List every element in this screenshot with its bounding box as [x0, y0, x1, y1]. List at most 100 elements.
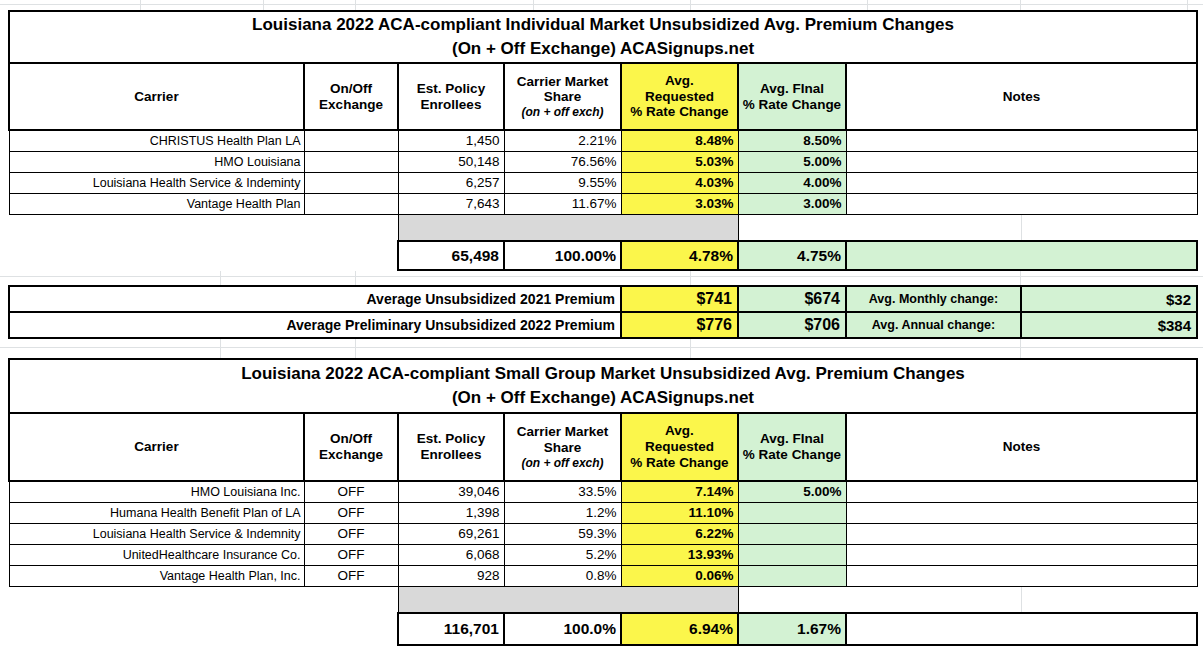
cell-requested[interactable]: 3.03%: [621, 193, 738, 214]
col-header-requested[interactable]: Avg.Requested% Rate Change: [621, 413, 738, 481]
cell-blank[interactable]: [9, 586, 304, 613]
cell-notes[interactable]: [846, 523, 1197, 544]
cell-exchange[interactable]: [304, 193, 398, 214]
change-value[interactable]: $32: [1021, 286, 1197, 312]
cell-carrier[interactable]: Louisiana Health Service & Indeminty: [9, 172, 304, 193]
cell-notes[interactable]: [846, 172, 1197, 193]
total-notes[interactable]: [846, 241, 1197, 270]
cell-enrollees[interactable]: 6,068: [398, 544, 504, 565]
cell-share[interactable]: 5.2%: [504, 544, 621, 565]
cell-final[interactable]: 5.00%: [738, 481, 846, 502]
col-header-enrollees[interactable]: Est. PolicyEnrollees: [398, 413, 504, 481]
cell-blank[interactable]: [9, 214, 304, 241]
total-share[interactable]: 100.00%: [504, 241, 621, 270]
cell-enrollees[interactable]: 7,643: [398, 193, 504, 214]
cell-enrollees[interactable]: 1,450: [398, 130, 504, 151]
cell-enrollees[interactable]: 1,398: [398, 502, 504, 523]
col-header-requested[interactable]: Avg.Requested% Rate Change: [621, 63, 738, 130]
cell-final[interactable]: [738, 565, 846, 586]
cell-blank[interactable]: [846, 586, 1197, 613]
change-label[interactable]: Avg. Annual change:: [846, 312, 1021, 338]
cell-notes[interactable]: [846, 481, 1197, 502]
cell-blank[interactable]: [738, 214, 846, 241]
cell-share[interactable]: 2.21%: [504, 130, 621, 151]
cell-share[interactable]: 0.8%: [504, 565, 621, 586]
cell-blank[interactable]: [9, 613, 304, 645]
total-requested[interactable]: 6.94%: [621, 613, 738, 645]
cell-blank[interactable]: [738, 586, 846, 613]
cell-carrier[interactable]: Louisiana Health Service & Indemnity: [9, 523, 304, 544]
cell-exchange[interactable]: [304, 172, 398, 193]
summary-requested[interactable]: $776: [621, 312, 738, 338]
total-final[interactable]: 4.75%: [738, 241, 846, 270]
cell-exchange[interactable]: OFF: [304, 565, 398, 586]
cell-blank[interactable]: [304, 241, 398, 270]
summary-final[interactable]: $674: [738, 286, 846, 312]
cell-blank[interactable]: [846, 214, 1197, 241]
col-header-share[interactable]: Carrier MarketShare(on + off exch): [504, 413, 621, 481]
cell-notes[interactable]: [846, 130, 1197, 151]
cell-requested[interactable]: 7.14%: [621, 481, 738, 502]
cell-requested[interactable]: 13.93%: [621, 544, 738, 565]
cell-requested[interactable]: 6.22%: [621, 523, 738, 544]
total-share[interactable]: 100.0%: [504, 613, 621, 645]
cell-final[interactable]: 5.00%: [738, 151, 846, 172]
cell-final[interactable]: 8.50%: [738, 130, 846, 151]
cell-requested[interactable]: 5.03%: [621, 151, 738, 172]
cell-carrier[interactable]: Humana Health Benefit Plan of LA: [9, 502, 304, 523]
cell-share[interactable]: 33.5%: [504, 481, 621, 502]
cell-carrier[interactable]: HMO Louisiana: [9, 151, 304, 172]
col-header-notes[interactable]: Notes: [846, 63, 1197, 130]
cell-share[interactable]: 76.56%: [504, 151, 621, 172]
cell-carrier[interactable]: Vantage Health Plan: [9, 193, 304, 214]
cell-final[interactable]: [738, 523, 846, 544]
summary-requested[interactable]: $741: [621, 286, 738, 312]
col-header-exchange[interactable]: On/OffExchange: [304, 63, 398, 130]
col-header-final[interactable]: Avg. FInal% Rate Change: [738, 413, 846, 481]
summary-final[interactable]: $706: [738, 312, 846, 338]
cell-carrier[interactable]: UnitedHealthcare Insurance Co.: [9, 544, 304, 565]
cell-enrollees[interactable]: 50,148: [398, 151, 504, 172]
cell-exchange[interactable]: OFF: [304, 523, 398, 544]
cell-share[interactable]: 11.67%: [504, 193, 621, 214]
total-final[interactable]: 1.67%: [738, 613, 846, 645]
summary-label[interactable]: Average Preliminary Unsubsidized 2022 Pr…: [9, 312, 621, 338]
cell-notes[interactable]: [846, 565, 1197, 586]
cell-carrier[interactable]: HMO Louisiana Inc.: [9, 481, 304, 502]
cell-final[interactable]: 3.00%: [738, 193, 846, 214]
cell-enrollees[interactable]: 69,261: [398, 523, 504, 544]
cell-requested[interactable]: 4.03%: [621, 172, 738, 193]
summary-label[interactable]: Average Unsubsidized 2021 Premium: [9, 286, 621, 312]
change-value[interactable]: $384: [1021, 312, 1197, 338]
cell-exchange[interactable]: OFF: [304, 502, 398, 523]
cell-final[interactable]: 4.00%: [738, 172, 846, 193]
cell-exchange[interactable]: OFF: [304, 544, 398, 565]
cell-share[interactable]: 59.3%: [504, 523, 621, 544]
spacer-gray-block[interactable]: [398, 586, 738, 613]
cell-blank[interactable]: [304, 214, 398, 241]
table2-title[interactable]: Louisiana 2022 ACA-compliant Small Group…: [9, 359, 1197, 413]
cell-exchange[interactable]: [304, 151, 398, 172]
cell-notes[interactable]: [846, 502, 1197, 523]
col-header-notes[interactable]: Notes: [846, 413, 1197, 481]
total-requested[interactable]: 4.78%: [621, 241, 738, 270]
cell-exchange[interactable]: OFF: [304, 481, 398, 502]
cell-carrier[interactable]: Vantage Health Plan, Inc.: [9, 565, 304, 586]
cell-share[interactable]: 1.2%: [504, 502, 621, 523]
table1-title[interactable]: Louisiana 2022 ACA-compliant Individual …: [9, 11, 1197, 63]
col-header-enrollees[interactable]: Est. PolicyEnrollees: [398, 63, 504, 130]
total-enrollees[interactable]: 116,701: [398, 613, 504, 645]
cell-share[interactable]: 9.55%: [504, 172, 621, 193]
cell-blank[interactable]: [304, 586, 398, 613]
col-header-carrier[interactable]: Carrier: [9, 413, 304, 481]
cell-enrollees[interactable]: 6,257: [398, 172, 504, 193]
cell-enrollees[interactable]: 39,046: [398, 481, 504, 502]
cell-final[interactable]: [738, 544, 846, 565]
col-header-exchange[interactable]: On/OffExchange: [304, 413, 398, 481]
cell-notes[interactable]: [846, 193, 1197, 214]
cell-blank[interactable]: [304, 613, 398, 645]
cell-carrier[interactable]: CHRISTUS Health Plan LA: [9, 130, 304, 151]
cell-exchange[interactable]: [304, 130, 398, 151]
cell-blank[interactable]: [9, 241, 304, 270]
col-header-carrier[interactable]: Carrier: [9, 63, 304, 130]
